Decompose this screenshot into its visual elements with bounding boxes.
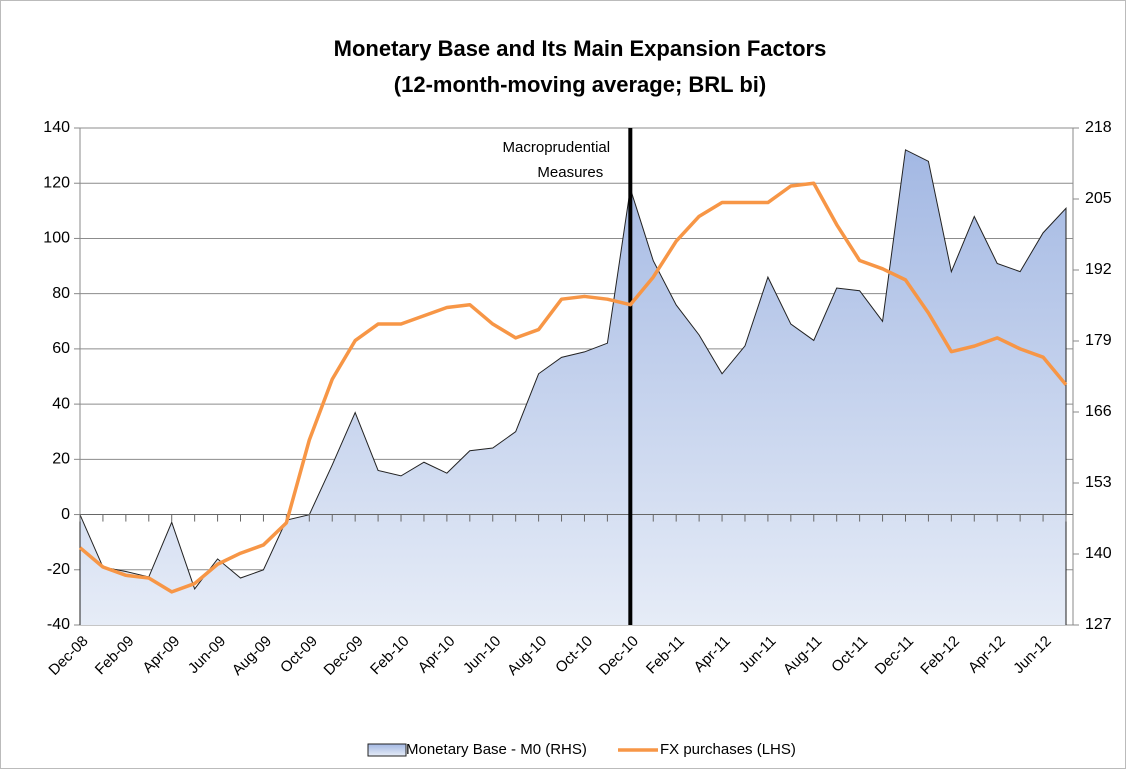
legend-label: Monetary Base - M0 (RHS) [406,741,587,758]
y-tick-label: 140 [43,119,70,136]
y-tick-label: 20 [52,451,70,468]
y-tick-label: -20 [47,561,70,578]
area [80,149,1066,625]
annotation: Macroprudential [503,139,611,156]
y-tick-label: 120 [43,174,70,191]
line [78,181,1068,594]
y-tick-label: 80 [52,285,70,302]
annotation: Measures [537,164,603,181]
y-tick-label: 100 [43,230,70,247]
y2-tick-label: 166 [1085,403,1112,420]
y2-tick-label: 140 [1085,545,1112,562]
y2-tick-label: 127 [1085,616,1112,633]
chart-subtitle: (12-month-moving average; BRL bi) [394,72,766,97]
y2-tick-label: 205 [1085,190,1112,207]
y2-tick-label: 153 [1085,474,1112,491]
y-tick-label: 0 [61,506,70,523]
y2-tick-label: 192 [1085,261,1112,278]
legend-label: FX purchases (LHS) [660,741,796,758]
area-outline [79,149,1067,625]
y-tick-label: 60 [52,340,70,357]
y2-tick-label: 218 [1085,119,1112,136]
y2-tick-label: 179 [1085,332,1112,349]
legend-swatch [367,743,407,757]
chart-title: Monetary Base and Its Main Expansion Fac… [334,36,827,61]
y-tick-label: -40 [47,616,70,633]
y-tick-label: 40 [52,395,70,412]
